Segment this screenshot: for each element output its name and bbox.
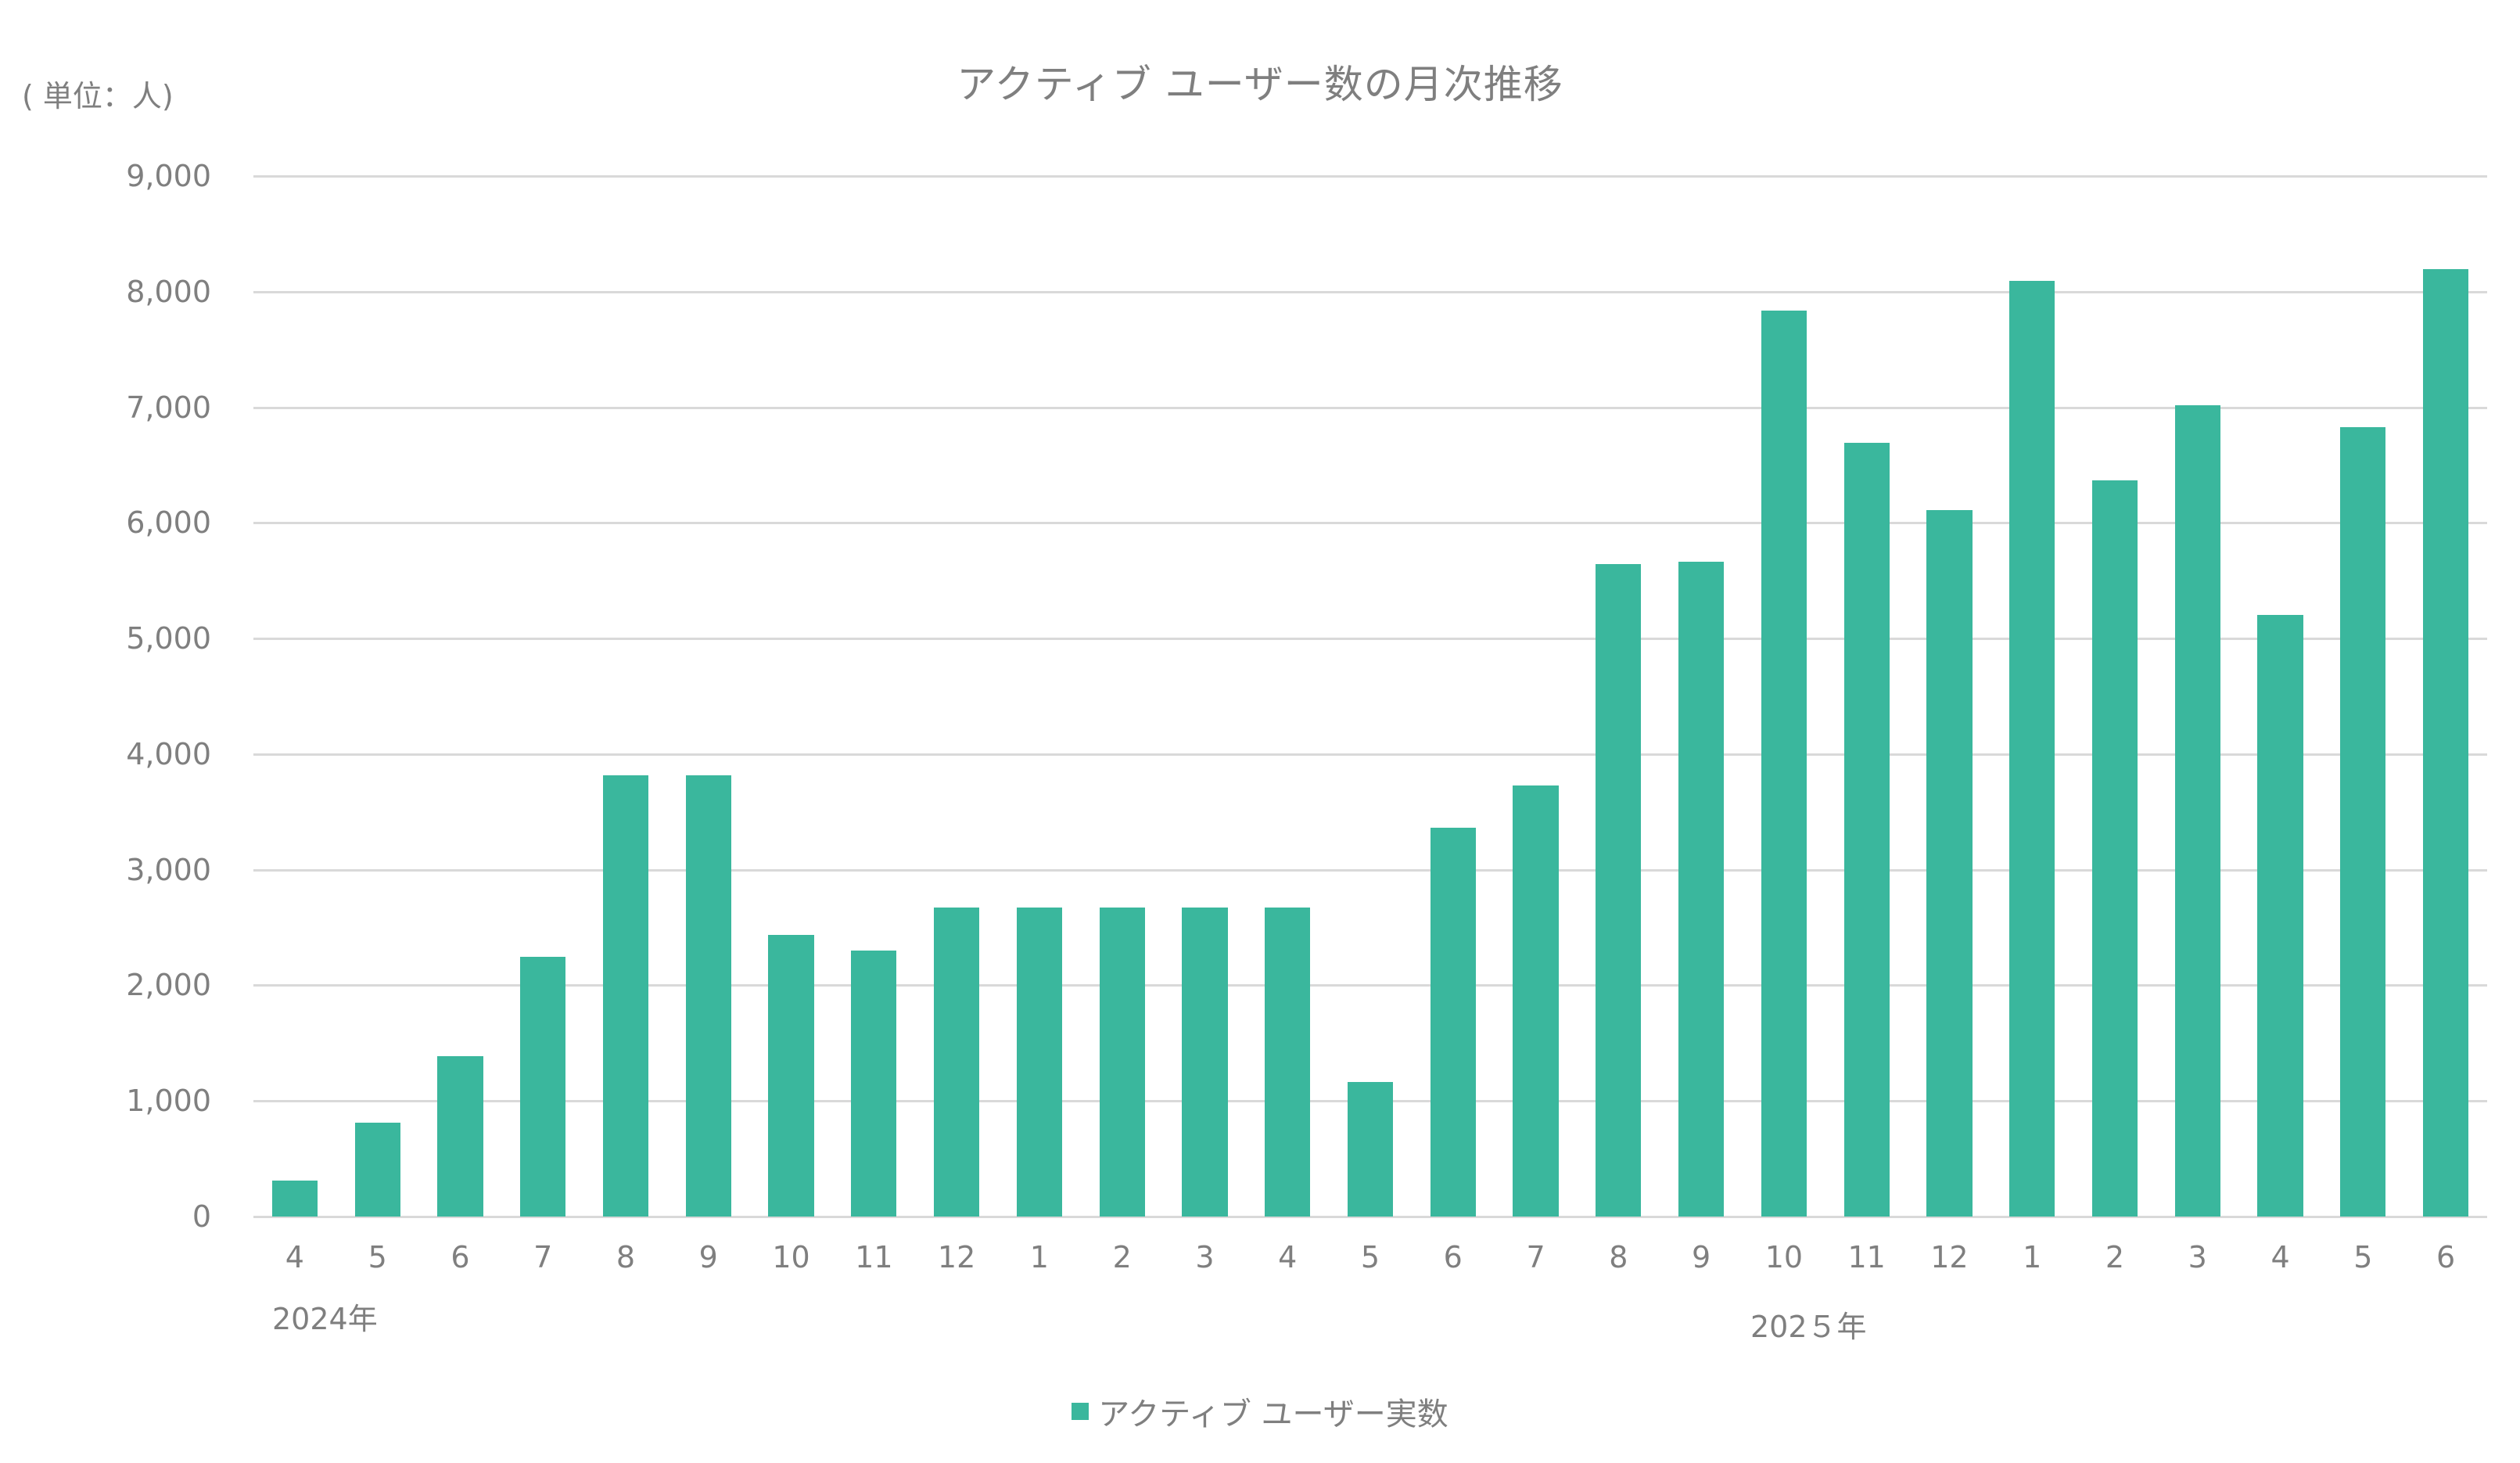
bar bbox=[1099, 908, 1145, 1217]
bar bbox=[1678, 561, 1725, 1217]
bar bbox=[437, 1055, 483, 1217]
bar bbox=[2423, 268, 2469, 1217]
bar bbox=[520, 956, 566, 1217]
bar bbox=[1016, 908, 1062, 1217]
x-tick-label: 4 bbox=[1278, 1240, 1298, 1274]
bar bbox=[1926, 510, 1973, 1217]
y-tick-label: 7,000 bbox=[126, 390, 211, 425]
y-tick-label: 8,000 bbox=[126, 274, 211, 309]
bar bbox=[2174, 404, 2220, 1217]
bar bbox=[602, 775, 649, 1217]
bar bbox=[685, 775, 731, 1217]
y-tick-label: 4,000 bbox=[126, 736, 211, 771]
x-tick-label: 8 bbox=[616, 1240, 636, 1274]
x-tick-label: 6 bbox=[451, 1240, 470, 1274]
chart-title: アクティブ ユーザー数の月次推移 bbox=[957, 62, 1563, 107]
bar bbox=[1596, 563, 1642, 1217]
gridline bbox=[253, 406, 2487, 409]
gridline bbox=[253, 753, 2487, 756]
gridline bbox=[253, 175, 2487, 178]
x-tick-label: 5 bbox=[2353, 1240, 2373, 1274]
bar bbox=[1347, 1081, 1394, 1217]
gridline bbox=[253, 1216, 2487, 1218]
x-tick-label: 3 bbox=[2188, 1240, 2207, 1274]
bar bbox=[934, 908, 980, 1217]
x-tick-label: 9 bbox=[1692, 1240, 1711, 1274]
y-tick-label: 2,000 bbox=[126, 968, 211, 1003]
x-tick-label: 5 bbox=[368, 1240, 387, 1274]
legend-label: アクティブ ユーザー実数 bbox=[1098, 1396, 1448, 1432]
bar bbox=[768, 935, 814, 1217]
x-tick-label: 2 bbox=[1112, 1240, 1132, 1274]
x-tick-label: 11 bbox=[855, 1240, 893, 1274]
bar bbox=[851, 951, 897, 1217]
gridline bbox=[253, 984, 2487, 987]
x-tick-label: 4 bbox=[285, 1240, 304, 1274]
y-tick-label: 3,000 bbox=[126, 852, 211, 887]
bar bbox=[1843, 442, 1890, 1217]
y-tick-label: 6,000 bbox=[126, 505, 211, 541]
year-label: 2024年 bbox=[272, 1302, 378, 1336]
bar bbox=[1182, 908, 1228, 1217]
x-tick-label: 7 bbox=[1526, 1240, 1545, 1274]
x-tick-label: 12 bbox=[1930, 1240, 1969, 1274]
legend: アクティブ ユーザー実数 bbox=[0, 1389, 2520, 1434]
bar bbox=[1265, 908, 1311, 1217]
gridline bbox=[253, 522, 2487, 525]
x-tick-label: 11 bbox=[1847, 1240, 1886, 1274]
bar bbox=[1513, 785, 1559, 1217]
x-tick-label: 12 bbox=[937, 1240, 976, 1274]
gridline bbox=[253, 638, 2487, 641]
x-tick-label: 1 bbox=[1029, 1240, 1049, 1274]
x-tick-label: 3 bbox=[1195, 1240, 1215, 1274]
y-tick-label: 1,000 bbox=[126, 1084, 211, 1119]
x-tick-label: 6 bbox=[1443, 1240, 1463, 1274]
bar bbox=[2257, 614, 2303, 1217]
x-tick-label: 2 bbox=[2105, 1240, 2125, 1274]
bar bbox=[2340, 426, 2386, 1217]
x-tick-label: 1 bbox=[2023, 1240, 2042, 1274]
x-tick-label: 5 bbox=[1360, 1240, 1380, 1274]
year-label: 202５年 bbox=[1750, 1310, 1867, 1344]
y-tick-label: 5,000 bbox=[126, 621, 211, 656]
y-tick-label: 0 bbox=[192, 1199, 211, 1234]
bar bbox=[1761, 311, 1807, 1217]
y-tick-label: 9,000 bbox=[126, 159, 211, 193]
bar bbox=[354, 1122, 400, 1217]
x-tick-label: 8 bbox=[1609, 1240, 1628, 1274]
x-tick-label: 10 bbox=[772, 1240, 810, 1274]
unit-label: ( 単位：人) bbox=[22, 79, 174, 113]
gridline bbox=[253, 868, 2487, 872]
bar bbox=[2091, 480, 2138, 1217]
bar bbox=[2009, 280, 2055, 1217]
x-tick-label: 9 bbox=[698, 1240, 718, 1274]
legend-swatch-icon bbox=[1072, 1403, 1089, 1420]
bar bbox=[1430, 828, 1476, 1217]
x-tick-label: 4 bbox=[2271, 1240, 2290, 1274]
gridline bbox=[253, 290, 2487, 293]
bar bbox=[271, 1181, 318, 1217]
x-tick-label: 7 bbox=[533, 1240, 553, 1274]
x-tick-label: 10 bbox=[1764, 1240, 1804, 1274]
x-tick-label: 6 bbox=[2436, 1240, 2456, 1274]
plot-area bbox=[253, 175, 2487, 1218]
